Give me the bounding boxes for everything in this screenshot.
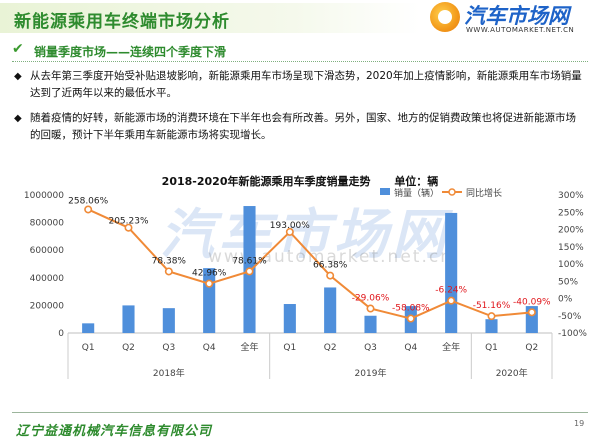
yoy-growth-point <box>205 279 214 288</box>
checkmark-icon: ✔ <box>12 41 24 57</box>
x-tick-label: Q4 <box>203 343 216 353</box>
yoy-data-label: 42.96% <box>192 269 227 279</box>
y-left-tick-label: 400000 <box>30 274 65 284</box>
chart-unit: 单位：辆 <box>394 175 439 188</box>
yoy-data-label: -51.16% <box>473 301 511 311</box>
y-left-tick-label: 0 <box>58 329 64 339</box>
x-tick-label: Q3 <box>364 343 377 353</box>
y-left-tick-label: 800000 <box>30 219 65 229</box>
footer-company: 辽宁益通机械汽车信息有限公司 <box>16 424 213 439</box>
sales-bar <box>485 319 498 333</box>
y-right-tick-label: -50% <box>558 312 582 322</box>
x-tick-label: Q2 <box>525 343 538 353</box>
yoy-growth-point <box>164 267 173 276</box>
logo-mark-icon <box>430 2 460 32</box>
brand-logo[interactable]: 汽车市场网 WWW.AUTOMARKET.NET.CN <box>430 2 595 36</box>
sales-bar <box>162 308 175 333</box>
diamond-bullet-icon: ◆ <box>14 71 22 82</box>
yoy-data-label: 78.38% <box>152 256 187 266</box>
y-left-tick-label: 200000 <box>30 301 65 311</box>
y-left-tick-label: 1000000 <box>24 191 64 201</box>
y-right-tick-label: 250% <box>558 208 584 218</box>
page-number: 19 <box>574 419 585 428</box>
divider <box>12 61 588 62</box>
bullet-item: ◆ 随着疫情的好转，新能源市场的消费环境在下半年也会有所改善。另外，国家、地方的… <box>14 110 586 144</box>
sales-bar <box>445 212 458 333</box>
bullet-item: ◆ 从去年第三季度开始受补贴退坡影响，新能源乘用车市场呈现下滑态势，2020年加… <box>14 68 586 102</box>
x-tick-label: Q4 <box>404 343 417 353</box>
yoy-growth-point <box>406 314 415 323</box>
yoy-data-label: -58.08% <box>392 304 430 314</box>
yoy-growth-point <box>447 296 456 305</box>
legend-line-marker <box>448 188 456 196</box>
footer-divider <box>12 412 588 413</box>
bullet-text: 从去年第三季度开始受补贴退坡影响，新能源乘用车市场呈现下滑态势，2020年加上疫… <box>30 70 582 99</box>
yoy-growth-point <box>527 308 536 317</box>
yoy-growth-point <box>366 304 375 313</box>
y-right-tick-label: 300% <box>558 191 584 201</box>
legend-bar-label: 销量（辆） <box>394 187 439 199</box>
yoy-data-label: 78.61% <box>232 256 267 266</box>
bullet-text: 随着疫情的好转，新能源市场的消费环境在下半年也会有所改善。另外，国家、地方的促销… <box>30 112 576 141</box>
yoy-data-label: 258.06% <box>68 196 108 206</box>
header: 新能源乘用车终端市场分析 汽车市场网 WWW.AUTOMARKET.NET.CN <box>0 0 600 38</box>
x-tick-label: 全年 <box>442 341 460 353</box>
yoy-growth-point <box>285 227 294 236</box>
header-band <box>0 3 420 33</box>
logo-url: WWW.AUTOMARKET.NET.CN <box>466 26 575 34</box>
sales-bar <box>324 287 337 333</box>
yoy-data-label: 193.00% <box>270 221 310 231</box>
yoy-growth-point <box>487 312 496 321</box>
logo-text: 汽车市场网 <box>464 4 569 28</box>
sales-chart: 0 200000 400000 600000 800000 1000000 -100% -50… <box>24 187 587 379</box>
yoy-growth-line <box>87 208 532 320</box>
x-tick-label: 全年 <box>240 341 258 353</box>
y-right-tick-label: 150% <box>558 243 584 253</box>
legend-line-label: 同比增长 <box>466 187 502 199</box>
sales-bar <box>82 323 95 333</box>
legend-bar-swatch <box>380 188 390 195</box>
x-tick-label: Q3 <box>162 343 175 353</box>
yoy-growth-point <box>124 223 133 232</box>
y-right-tick-label: 0% <box>558 295 573 305</box>
sales-bar <box>122 305 135 333</box>
chart-title: 2018-2020年新能源乘用车季度销量走势 <box>161 175 371 188</box>
yoy-data-label: -40.09% <box>513 297 551 307</box>
yoy-growth-point <box>84 205 93 214</box>
watermark-text: 汽车市场网 <box>160 203 450 266</box>
y-left-tick-label: 600000 <box>30 246 65 256</box>
x-group-label: 2020年 <box>496 367 528 379</box>
section-subtitle: 销量季度市场——连续四个季度下滑 <box>34 45 227 59</box>
sales-bar <box>364 315 377 333</box>
x-group-label: 2018年 <box>153 367 185 379</box>
x-tick-label: Q1 <box>283 343 296 353</box>
diamond-bullet-icon: ◆ <box>14 113 22 124</box>
x-tick-label: Q2 <box>324 343 337 353</box>
sales-bar <box>283 304 296 333</box>
yoy-data-label: 66.38% <box>313 261 348 271</box>
yoy-data-label: -29.06% <box>352 294 390 304</box>
yoy-data-label: -6.24% <box>435 286 467 296</box>
y-right-tick-label: 100% <box>558 260 584 270</box>
x-tick-label: Q2 <box>122 343 135 353</box>
yoy-growth-point <box>245 267 254 276</box>
y-right-tick-label: -100% <box>558 329 587 339</box>
chart-title-row: 2018-2020年新能源乘用车季度销量走势 单位：辆 <box>0 173 600 189</box>
y-right-tick-label: 50% <box>558 277 578 287</box>
yoy-growth-point <box>326 271 335 280</box>
y-right-tick-label: 200% <box>558 226 584 236</box>
x-tick-label: Q1 <box>485 343 498 353</box>
yoy-data-label: 205.23% <box>108 217 148 227</box>
x-group-label: 2019年 <box>355 367 387 379</box>
page-title: 新能源乘用车终端市场分析 <box>14 12 230 32</box>
x-tick-label: Q1 <box>82 343 95 353</box>
